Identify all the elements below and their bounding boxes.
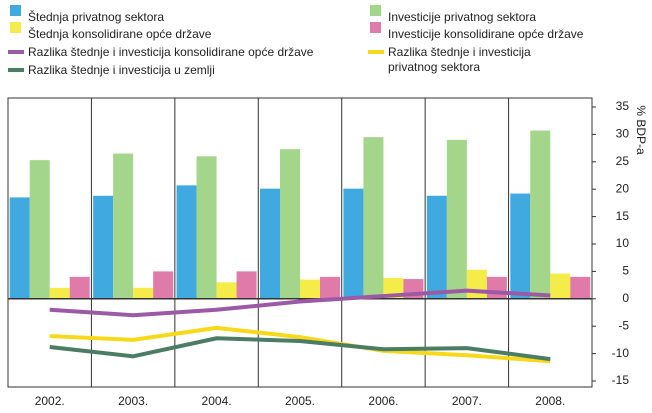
legend-swatch	[10, 5, 21, 16]
legend-swatch	[370, 5, 381, 16]
x-tick-label: 2008.	[535, 394, 565, 408]
bar	[570, 276, 591, 299]
bar	[363, 137, 384, 299]
bar	[133, 287, 154, 299]
legend-label: Investicije konsolidirane opće države	[388, 27, 584, 41]
bar	[49, 287, 70, 299]
bar	[93, 195, 114, 299]
x-tick-label: 2002.	[35, 394, 65, 408]
bar	[343, 188, 364, 299]
bar	[466, 269, 487, 299]
bar	[550, 273, 571, 299]
x-tick-label: 2005.	[285, 394, 315, 408]
bar	[446, 139, 467, 299]
line	[49, 288, 551, 318]
axis-label: % BDP-a	[634, 105, 648, 155]
y-tick-label: 30	[616, 127, 630, 141]
legend-label: Štednja konsolidirane opće države	[28, 27, 212, 41]
x-tick-label: 2007.	[452, 394, 482, 408]
bar	[300, 279, 320, 299]
bar	[216, 282, 237, 299]
bar	[280, 149, 300, 299]
legend-swatch	[368, 50, 384, 54]
bar	[196, 156, 217, 299]
legend-swatch	[10, 22, 21, 33]
x-tick-label: 2006.	[368, 394, 398, 408]
bar	[530, 130, 551, 299]
y-tick-label: 5	[622, 264, 629, 278]
legend-label: Štednja privatnog sektora	[28, 10, 165, 24]
bar	[153, 271, 174, 299]
y-tick-label: 15	[616, 209, 630, 223]
legend-swatch	[8, 68, 24, 72]
legend-label: Investicije privatnog sektora	[388, 10, 537, 24]
x-tick-label: 2004.	[202, 394, 232, 408]
bar	[69, 276, 90, 299]
y-tick-label: -5	[618, 318, 629, 332]
bar	[9, 197, 30, 299]
line	[49, 336, 551, 362]
legend-swatch	[370, 22, 381, 33]
bar	[510, 193, 531, 299]
y-tick-label: 35	[616, 99, 630, 113]
legend-label: Razlika štednje i investicija u zemlji	[28, 63, 215, 77]
bar	[486, 276, 507, 299]
y-tick-label: -15	[612, 373, 630, 387]
line	[49, 325, 551, 364]
y-tick-label: 0	[622, 291, 629, 305]
legend-label: Razlika štednje i investicija konsolidir…	[28, 45, 314, 59]
bar	[236, 271, 257, 299]
y-tick-label: 20	[616, 181, 630, 195]
x-tick-label: 2003.	[118, 394, 148, 408]
y-tick-label: 10	[616, 236, 630, 250]
bar	[29, 160, 50, 299]
bar	[176, 185, 197, 299]
legend-swatch	[8, 50, 24, 54]
bar	[426, 195, 447, 299]
bar	[320, 276, 340, 299]
y-tick-label: -10	[612, 346, 630, 360]
y-tick-label: 25	[616, 154, 630, 168]
bar	[260, 188, 280, 299]
plot-frame	[7, 97, 593, 388]
bar	[113, 153, 134, 299]
legend-label: Razlika štednje i investicija privatnog …	[388, 45, 531, 74]
